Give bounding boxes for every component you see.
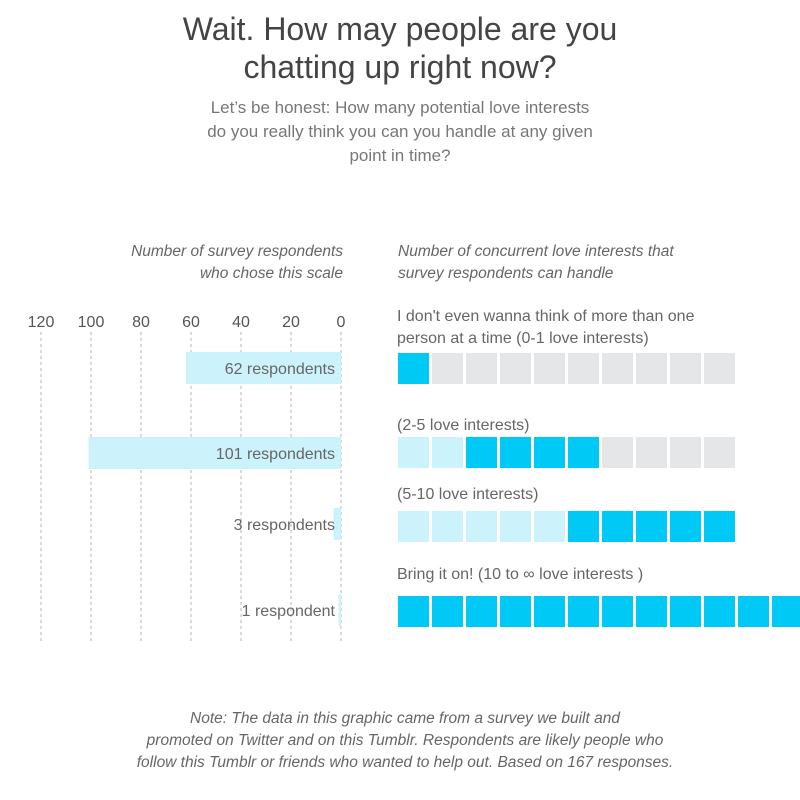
tick-label: 0 bbox=[337, 314, 346, 331]
tick-label: 20 bbox=[282, 314, 300, 331]
tick-label: 80 bbox=[132, 314, 150, 331]
pictogram-square-full bbox=[534, 596, 565, 627]
pictogram-square-empty bbox=[568, 353, 599, 384]
right-axis-title-line-2: survey respondents can handle bbox=[398, 265, 614, 282]
tick-label: 60 bbox=[182, 314, 200, 331]
pictogram-square-light bbox=[466, 511, 497, 542]
bar-value-label: 101 respondents bbox=[216, 446, 335, 463]
pictogram-square-full bbox=[602, 596, 633, 627]
pictogram-square-full bbox=[500, 596, 531, 627]
category-label: (5-10 love interests) bbox=[397, 486, 538, 503]
footnote: Note: The data in this graphic came from… bbox=[60, 708, 750, 774]
pictogram-square-empty bbox=[636, 353, 667, 384]
pictogram-square-light bbox=[432, 511, 463, 542]
pictogram-square-light bbox=[398, 437, 429, 468]
footnote-line-2: promoted on Twitter and on this Tumblr. … bbox=[146, 732, 664, 749]
right-axis-title: Number of concurrent love interests that… bbox=[398, 241, 674, 285]
bar bbox=[88, 437, 341, 469]
title-line-1: Wait. How may people are you bbox=[182, 11, 618, 47]
title-line-2: chatting up right now? bbox=[243, 49, 557, 85]
bar bbox=[333, 508, 341, 540]
tick-label: 120 bbox=[28, 314, 55, 331]
pictogram-square-full bbox=[636, 511, 667, 542]
pictogram-square-full bbox=[738, 596, 769, 627]
category-label: Bring it on! (10 to ∞ love interests ) bbox=[397, 566, 643, 583]
pictogram-square-empty bbox=[602, 437, 633, 468]
pictogram-square-empty bbox=[432, 353, 463, 384]
tick-label: 100 bbox=[78, 314, 105, 331]
bar-value-label: 1 respondent bbox=[242, 603, 336, 620]
pictogram-square-empty bbox=[704, 353, 735, 384]
pictogram-square-full bbox=[568, 437, 599, 468]
pictogram-square-full bbox=[602, 511, 633, 542]
pictogram-square-full bbox=[704, 596, 735, 627]
chart-subtitle: Let’s be honest: How many potential love… bbox=[150, 96, 650, 168]
subtitle-line-1: Let’s be honest: How many potential love… bbox=[210, 98, 590, 117]
category-label: I don't even wanna think of more than on… bbox=[397, 308, 695, 325]
subtitle-line-3: point in time? bbox=[349, 146, 451, 165]
pictogram-square-full bbox=[432, 596, 463, 627]
pictogram-square-full bbox=[466, 437, 497, 468]
bar-value-label: 3 respondents bbox=[234, 517, 335, 534]
pictogram-square-full bbox=[500, 437, 531, 468]
bar bbox=[338, 594, 341, 626]
category-label: person at a time (0-1 love interests) bbox=[397, 330, 649, 347]
footnote-line-3: follow this Tumblr or friends who wanted… bbox=[136, 754, 674, 771]
pictogram-square-full bbox=[704, 511, 735, 542]
left-axis-title-line-2: who chose this scale bbox=[199, 265, 343, 282]
chart-title: Wait. How may people are you chatting up… bbox=[0, 10, 800, 86]
pictogram-square-full bbox=[670, 596, 701, 627]
pictogram-square-full bbox=[670, 511, 701, 542]
pictogram-square-empty bbox=[636, 437, 667, 468]
pictogram-square-empty bbox=[500, 353, 531, 384]
pictogram-square-full bbox=[636, 596, 667, 627]
pictogram-square-full bbox=[568, 596, 599, 627]
footnote-line-1: Note: The data in this graphic came from… bbox=[190, 710, 620, 727]
pictogram-square-full bbox=[534, 437, 565, 468]
pictogram-square-empty bbox=[534, 353, 565, 384]
pictogram-square-empty bbox=[670, 437, 701, 468]
pictogram-square-light bbox=[500, 511, 531, 542]
tick-label: 40 bbox=[232, 314, 250, 331]
pictogram-square-full bbox=[772, 596, 800, 627]
subtitle-line-2: do you really think you can you handle a… bbox=[207, 122, 593, 141]
pictogram-square-full bbox=[466, 596, 497, 627]
pictogram-square-full bbox=[398, 596, 429, 627]
right-axis-title-line-1: Number of concurrent love interests that bbox=[398, 243, 674, 260]
bar-value-label: 62 respondents bbox=[225, 361, 335, 378]
left-axis-title-line-1: Number of survey respondents bbox=[131, 243, 343, 260]
left-axis-title: Number of survey respondents who chose t… bbox=[131, 241, 343, 285]
pictogram-square-light bbox=[432, 437, 463, 468]
pictogram-square-empty bbox=[466, 353, 497, 384]
pictogram-square-full bbox=[568, 511, 599, 542]
category-label: (2-5 love interests) bbox=[397, 417, 530, 434]
pictogram-square-empty bbox=[670, 353, 701, 384]
pictogram-square-light bbox=[398, 511, 429, 542]
pictogram-square-light bbox=[534, 511, 565, 542]
pictogram-square-empty bbox=[704, 437, 735, 468]
pictogram-square-full bbox=[398, 353, 429, 384]
bar bbox=[186, 352, 341, 384]
pictogram-square-empty bbox=[602, 353, 633, 384]
